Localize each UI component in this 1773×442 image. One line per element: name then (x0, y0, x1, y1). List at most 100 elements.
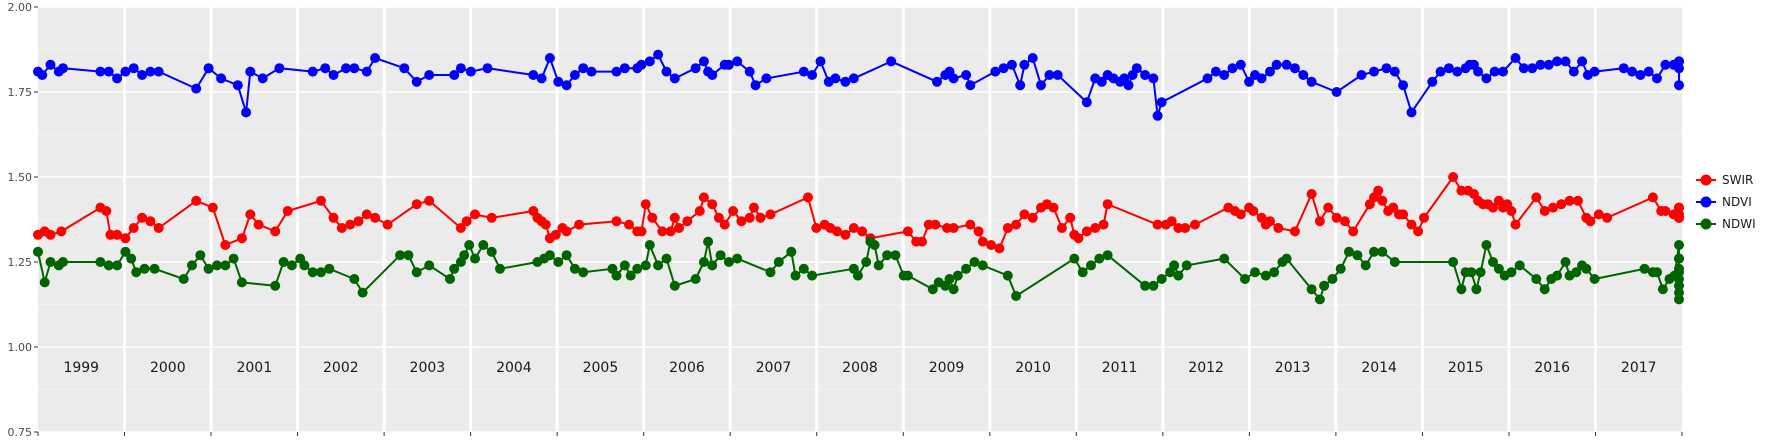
series-layer (33, 49, 1684, 305)
data-point-swir (1306, 189, 1317, 199)
year-label: 2002 (323, 360, 359, 376)
data-point-ndwi (569, 263, 580, 274)
data-point-ndwi (349, 274, 360, 284)
data-point-ndwi (131, 267, 142, 278)
data-point-swir (353, 216, 364, 227)
data-point-ndwi (707, 260, 718, 271)
data-point-ndvi (1289, 63, 1300, 74)
major-gridlines (38, 6, 1682, 433)
data-point-ndwi (1560, 257, 1571, 267)
data-point-ndwi (1589, 274, 1600, 284)
data-point-swir (694, 206, 705, 216)
data-point-swir (1048, 202, 1059, 213)
data-point-swir (1413, 226, 1424, 237)
data-point-ndwi (632, 263, 643, 274)
data-point-ndwi (653, 260, 664, 271)
data-point-ndwi (220, 260, 231, 271)
data-point-ndvi (669, 73, 680, 84)
data-point-swir (930, 219, 941, 230)
data-point-ndvi (120, 66, 131, 77)
data-point-swir (657, 226, 668, 237)
data-point-swir (145, 216, 156, 227)
data-point-ndvi (750, 80, 761, 91)
legend-key-point (1700, 174, 1712, 186)
data-point-ndvi (536, 73, 547, 84)
data-point-swir (986, 240, 997, 250)
data-point-ndwi (39, 277, 50, 288)
data-point-ndwi (1360, 260, 1371, 271)
data-point-ndwi (1281, 253, 1292, 264)
data-point-swir (1002, 223, 1013, 233)
data-point-ndvi (948, 73, 959, 84)
data-point-swir (713, 212, 724, 223)
data-point-ndvi (661, 66, 672, 77)
data-point-swir (1593, 209, 1604, 220)
data-point-swir (345, 219, 356, 230)
data-point-ndvi (807, 70, 818, 80)
data-point-swir (137, 212, 148, 223)
y-tick-label: 1.25 (8, 256, 33, 269)
data-point-ndvi (932, 76, 942, 87)
data-point-swir (1339, 216, 1350, 227)
data-point-ndvi (1618, 63, 1629, 74)
data-point-swir (1602, 212, 1613, 223)
data-point-ndwi (1539, 284, 1550, 295)
data-point-swir (848, 223, 859, 233)
data-point-swir (455, 223, 466, 233)
data-point-ndvi (1140, 70, 1151, 80)
data-point-ndwi (790, 270, 801, 281)
data-point-ndwi (357, 287, 368, 298)
data-point-swir (282, 206, 293, 216)
year-label: 2014 (1361, 360, 1397, 376)
data-point-ndvi (1674, 56, 1684, 67)
data-point-ndvi (1435, 66, 1446, 77)
data-point-ndvi (848, 73, 859, 84)
data-point-ndwi (126, 253, 137, 264)
year-label: 2017 (1621, 360, 1657, 376)
data-point-swir (669, 212, 680, 223)
data-point-ndvi (137, 70, 148, 80)
data-point-swir (1081, 226, 1092, 237)
data-point-swir (220, 240, 231, 250)
data-point-ndvi (232, 80, 243, 91)
data-point-ndwi (873, 260, 884, 271)
data-point-swir (253, 219, 264, 230)
legend-key-point (1700, 196, 1712, 208)
data-point-ndvi (961, 70, 972, 80)
data-point-ndvi (1568, 66, 1579, 77)
data-point-swir (470, 209, 480, 220)
data-point-ndwi (1674, 240, 1684, 250)
data-point-swir (1331, 212, 1342, 223)
data-point-swir (1572, 195, 1583, 206)
data-point-ndvi (1298, 70, 1309, 80)
data-point-swir (1548, 202, 1558, 213)
data-point-swir (153, 223, 164, 233)
data-point-swir (1419, 212, 1429, 223)
data-point-swir (840, 229, 851, 240)
data-point-ndwi (952, 270, 963, 281)
y-tick-label: 1.75 (8, 86, 33, 99)
data-point-swir (1056, 223, 1067, 233)
data-point-swir (1090, 223, 1101, 233)
data-point-ndwi (1173, 270, 1184, 281)
data-point-ndwi (798, 263, 809, 274)
data-point-swir (1660, 206, 1671, 216)
data-point-swir (316, 195, 326, 206)
data-point-swir (101, 206, 112, 216)
data-point-ndvi (1427, 76, 1438, 87)
data-point-swir (270, 226, 281, 237)
data-point-ndvi (1219, 70, 1230, 80)
data-point-swir (1027, 212, 1038, 223)
data-point-swir (1510, 219, 1521, 230)
data-point-ndwi (1506, 267, 1517, 278)
data-point-ndvi (1148, 73, 1159, 84)
data-point-ndwi (927, 284, 938, 295)
data-point-ndvi (307, 66, 318, 77)
data-point-swir (1674, 212, 1684, 223)
data-point-ndwi (773, 257, 784, 267)
data-point-ndwi (1094, 253, 1105, 264)
data-point-swir (624, 219, 634, 230)
data-point-swir (1348, 226, 1359, 237)
data-point-ndwi (395, 250, 406, 261)
